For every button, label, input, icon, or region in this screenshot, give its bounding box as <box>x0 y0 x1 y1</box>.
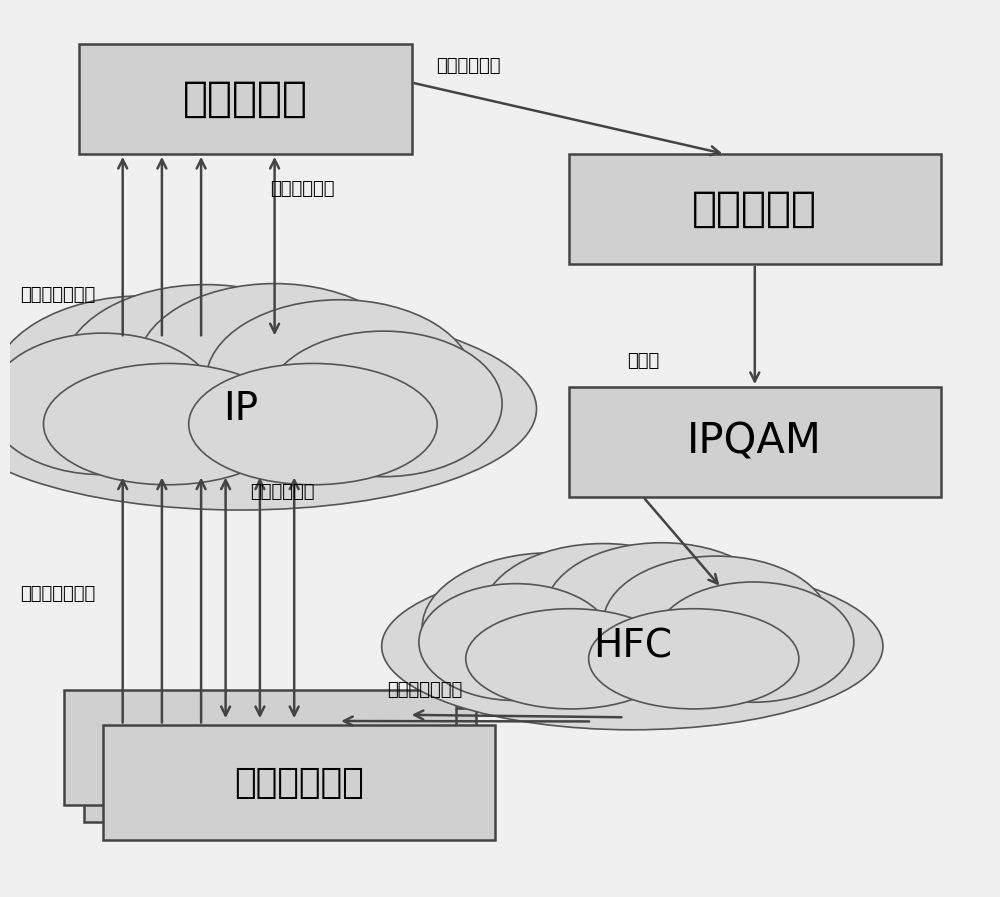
Bar <box>64 691 456 805</box>
Ellipse shape <box>5 344 215 475</box>
Ellipse shape <box>206 300 473 462</box>
Bar <box>569 387 941 497</box>
Ellipse shape <box>433 592 611 701</box>
Bar <box>569 154 941 264</box>
Ellipse shape <box>137 283 412 449</box>
Text: 会议相关信息: 会议相关信息 <box>250 483 315 501</box>
Text: 本地音视频信号: 本地音视频信号 <box>20 285 95 304</box>
Ellipse shape <box>419 584 613 701</box>
Text: IPQAM: IPQAM <box>687 421 822 463</box>
Text: 本地音视频信号: 本地音视频信号 <box>20 585 95 603</box>
Text: 处理后的传输流: 处理后的传输流 <box>387 681 463 700</box>
Text: IP: IP <box>223 390 258 428</box>
Text: 传输流: 传输流 <box>627 352 660 370</box>
Text: 视频会议终端: 视频会议终端 <box>234 765 364 799</box>
Ellipse shape <box>269 344 479 475</box>
Ellipse shape <box>63 284 349 457</box>
Ellipse shape <box>265 331 502 476</box>
Ellipse shape <box>0 308 537 510</box>
Ellipse shape <box>0 333 217 475</box>
Text: 音视频数据流: 音视频数据流 <box>436 57 501 75</box>
Bar <box>79 44 412 154</box>
Ellipse shape <box>43 363 292 484</box>
Ellipse shape <box>545 543 778 680</box>
Ellipse shape <box>189 363 437 484</box>
Ellipse shape <box>657 592 834 701</box>
Ellipse shape <box>382 562 883 730</box>
Ellipse shape <box>49 371 279 483</box>
Ellipse shape <box>466 609 676 709</box>
Ellipse shape <box>471 615 665 707</box>
Ellipse shape <box>603 556 830 690</box>
Bar <box>84 708 476 822</box>
Ellipse shape <box>589 609 799 709</box>
Bar <box>103 726 495 840</box>
Text: 会议相关信息: 会议相关信息 <box>270 180 334 198</box>
Text: 网关服务器: 网关服务器 <box>692 188 817 230</box>
Ellipse shape <box>422 553 681 703</box>
Text: HFC: HFC <box>593 627 672 666</box>
Ellipse shape <box>653 582 854 702</box>
Ellipse shape <box>0 296 298 478</box>
Ellipse shape <box>202 371 431 483</box>
Ellipse shape <box>600 615 794 707</box>
Text: 视频服务器: 视频服务器 <box>183 78 308 120</box>
Ellipse shape <box>482 544 724 685</box>
